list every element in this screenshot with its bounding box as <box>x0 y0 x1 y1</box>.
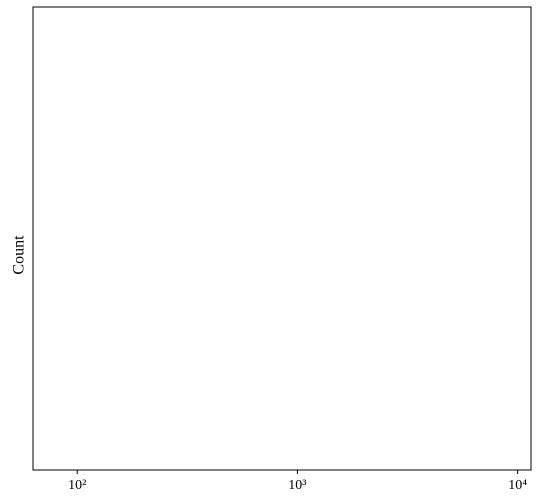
x-tick-label: 10² <box>68 478 86 493</box>
y-axis-label: Count <box>11 235 28 275</box>
x-tick-label: 10³ <box>288 478 306 493</box>
plot-frame <box>32 6 532 471</box>
x-tick-label: 10⁴ <box>508 478 527 493</box>
